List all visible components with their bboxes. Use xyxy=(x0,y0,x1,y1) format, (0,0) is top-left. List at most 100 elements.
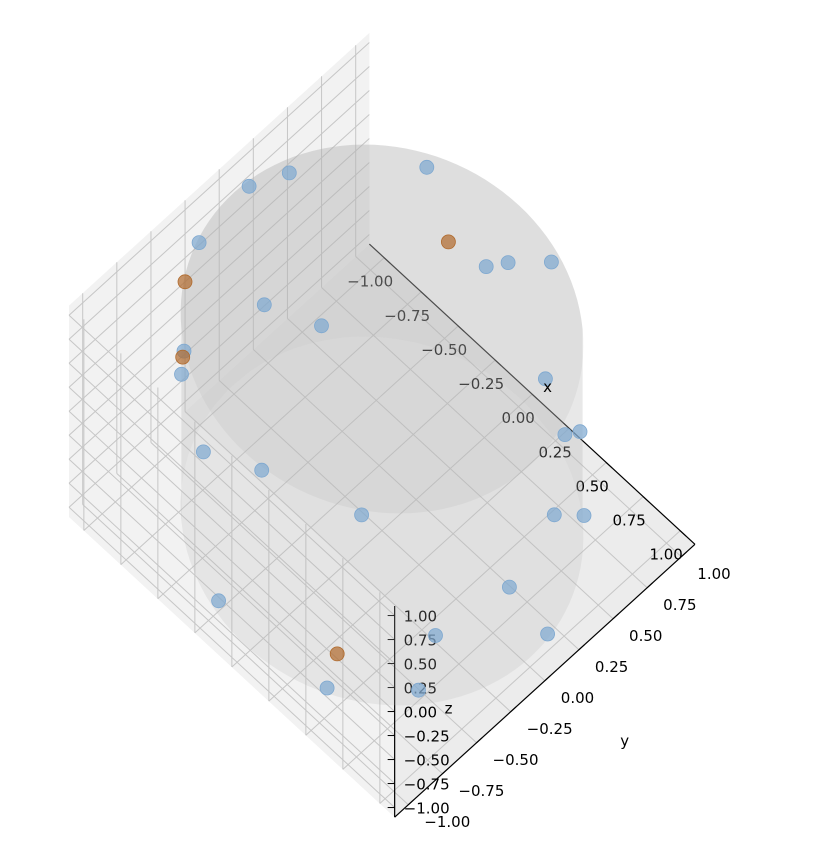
tick-labels: −1.00−1.00−1.00−0.75−0.75−0.75−0.50−0.50… xyxy=(347,273,731,831)
y-tick xyxy=(544,675,551,682)
z-tick-label: −1.00 xyxy=(404,800,450,818)
z-axis-label: z xyxy=(445,700,453,718)
z-tick-label: 0.00 xyxy=(404,704,437,722)
grid-line xyxy=(218,380,546,682)
x-tick-label: 0.00 xyxy=(501,409,534,427)
grid-line xyxy=(287,318,614,620)
data-point xyxy=(314,318,329,334)
y-tick xyxy=(510,706,517,713)
grid-line xyxy=(355,256,682,558)
x-tick xyxy=(383,257,391,264)
grid-line xyxy=(68,338,395,640)
grid-lines xyxy=(68,42,682,808)
z-tick-label: 1.00 xyxy=(404,608,437,626)
data-point xyxy=(281,165,297,181)
grid-line xyxy=(379,530,681,804)
data-point xyxy=(478,259,494,275)
grid-line xyxy=(252,349,580,651)
data-point xyxy=(557,427,573,443)
cylinder-side xyxy=(180,144,583,521)
data-point xyxy=(540,626,555,642)
x-axis-label: x xyxy=(543,378,552,396)
grid-line xyxy=(68,410,395,712)
data-points xyxy=(174,159,592,698)
data-point xyxy=(538,371,553,387)
data-point xyxy=(576,508,592,523)
grid-line xyxy=(68,114,370,388)
x-tick xyxy=(679,530,687,537)
highlight-point xyxy=(440,234,456,250)
x-tick-label: −0.50 xyxy=(421,341,467,359)
y-tick xyxy=(407,799,415,806)
y-tick xyxy=(578,644,585,651)
grid-line xyxy=(68,386,395,688)
grid-line xyxy=(342,496,644,770)
y-tick-label: −0.25 xyxy=(527,720,573,738)
x-tick-label: 0.50 xyxy=(575,477,608,495)
y-tick xyxy=(476,737,483,744)
data-point xyxy=(319,680,335,696)
data-point xyxy=(572,424,588,440)
x-tick-label: 1.00 xyxy=(649,546,682,564)
cylinder-surface xyxy=(180,144,584,706)
data-point xyxy=(500,255,516,271)
data-point xyxy=(195,444,211,460)
x-tick xyxy=(457,325,465,332)
x-tick xyxy=(531,393,539,401)
data-point xyxy=(174,366,189,382)
z-tick-label: 0.50 xyxy=(404,656,437,674)
x-tick xyxy=(420,291,428,298)
y-tick xyxy=(442,768,449,775)
data-point xyxy=(354,507,370,523)
grid-line xyxy=(321,287,648,589)
data-point xyxy=(419,159,435,175)
data-point xyxy=(254,462,270,478)
y-tick xyxy=(680,551,688,558)
data-point xyxy=(241,178,257,194)
y-tick-label: 0.25 xyxy=(595,658,628,676)
y-tick xyxy=(612,613,619,620)
data-point xyxy=(428,628,443,643)
grid-line xyxy=(68,314,395,616)
x-tick-label: 0.25 xyxy=(538,443,571,461)
grid-line xyxy=(68,362,395,664)
y-tick-label: −0.50 xyxy=(493,751,539,769)
data-point xyxy=(544,254,559,270)
z-tick-label: −0.25 xyxy=(404,728,450,746)
x-tick xyxy=(642,496,650,503)
grid-line xyxy=(68,42,370,316)
y-tick-label: 0.00 xyxy=(561,689,594,707)
y-tick-label: 0.50 xyxy=(629,627,662,645)
x-tick xyxy=(605,462,613,469)
data-point xyxy=(411,682,426,698)
data-point xyxy=(501,579,517,595)
y-tick-label: 0.75 xyxy=(663,596,696,614)
y-tick-label: 1.00 xyxy=(697,565,730,583)
x-tick-label: 0.75 xyxy=(612,512,645,530)
cylinder-bottom xyxy=(180,336,584,706)
data-point xyxy=(211,593,227,609)
x-tick-label: −0.25 xyxy=(458,375,504,393)
y-tick-label: −0.75 xyxy=(458,782,504,800)
grid-line xyxy=(68,138,370,412)
x-tick xyxy=(494,359,502,366)
y-axis-label: y xyxy=(620,732,629,750)
tick-marks xyxy=(383,257,688,809)
highlight-point xyxy=(175,349,191,365)
z-tick-label: −0.75 xyxy=(404,776,450,794)
cylinder-top xyxy=(180,144,584,514)
grid-line xyxy=(68,66,370,340)
grid-line xyxy=(268,427,570,702)
x-tick-label: −0.75 xyxy=(384,307,430,325)
y-tick-label: −1.00 xyxy=(424,813,470,831)
data-point xyxy=(546,507,562,523)
y-tick xyxy=(646,582,654,589)
x-tick-label: −1.00 xyxy=(347,273,393,291)
z-tick-label: −0.50 xyxy=(404,752,450,770)
data-point xyxy=(256,297,272,313)
data-point xyxy=(191,235,207,251)
highlight-point xyxy=(177,274,193,290)
highlight-point xyxy=(329,646,345,662)
grid-line xyxy=(68,90,370,364)
